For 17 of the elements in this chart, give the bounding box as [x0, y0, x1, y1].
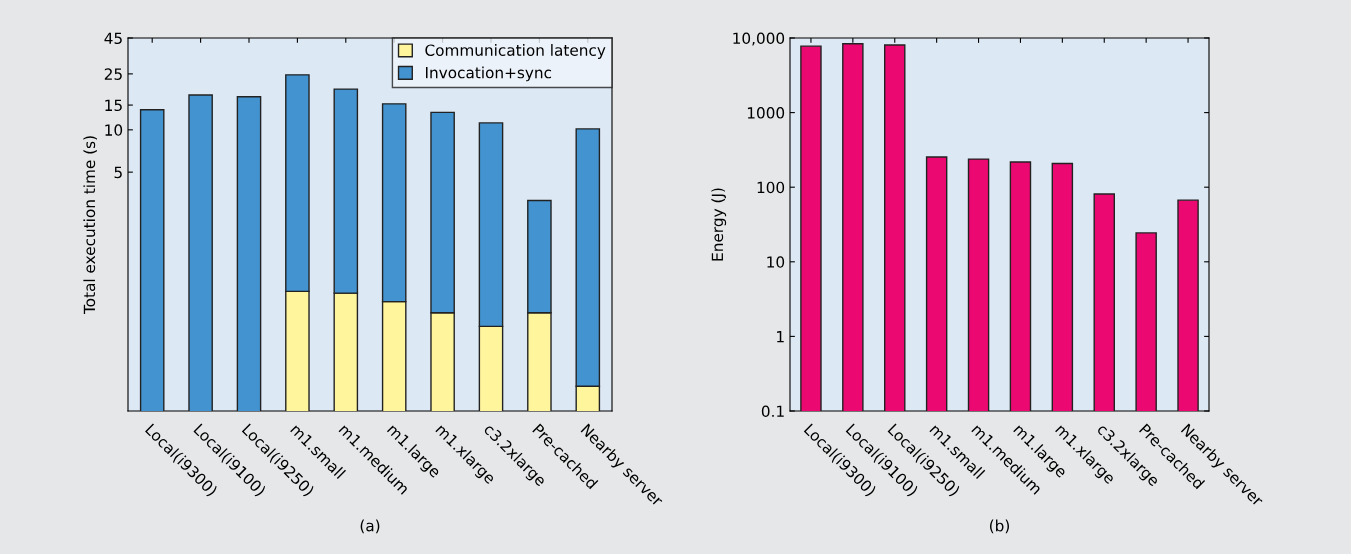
y-tick-label: 10,000: [733, 32, 785, 46]
y-tick-label: 25: [104, 68, 122, 80]
y-tick-label: 5: [114, 166, 122, 179]
y-axis-title: Energy (J): [711, 188, 727, 261]
y-tick-label: 10: [767, 256, 785, 268]
text: (b): [990, 519, 1009, 534]
y-tick-label: 0.1: [761, 405, 784, 418]
y-tick-label: 15: [105, 99, 122, 112]
y-tick-label: 1: [777, 331, 784, 343]
y-axis-title: Total execution time (s): [83, 136, 97, 315]
y-tick-label: 100: [757, 181, 785, 194]
legend-label: Communication latency: [425, 44, 606, 59]
text: (a): [360, 519, 380, 534]
y-tick-label: 1000: [747, 107, 785, 119]
y-tick-label: 10: [105, 124, 123, 136]
legend-label: Invocation+sync: [426, 66, 552, 82]
y-tick-label: 45: [104, 32, 122, 45]
